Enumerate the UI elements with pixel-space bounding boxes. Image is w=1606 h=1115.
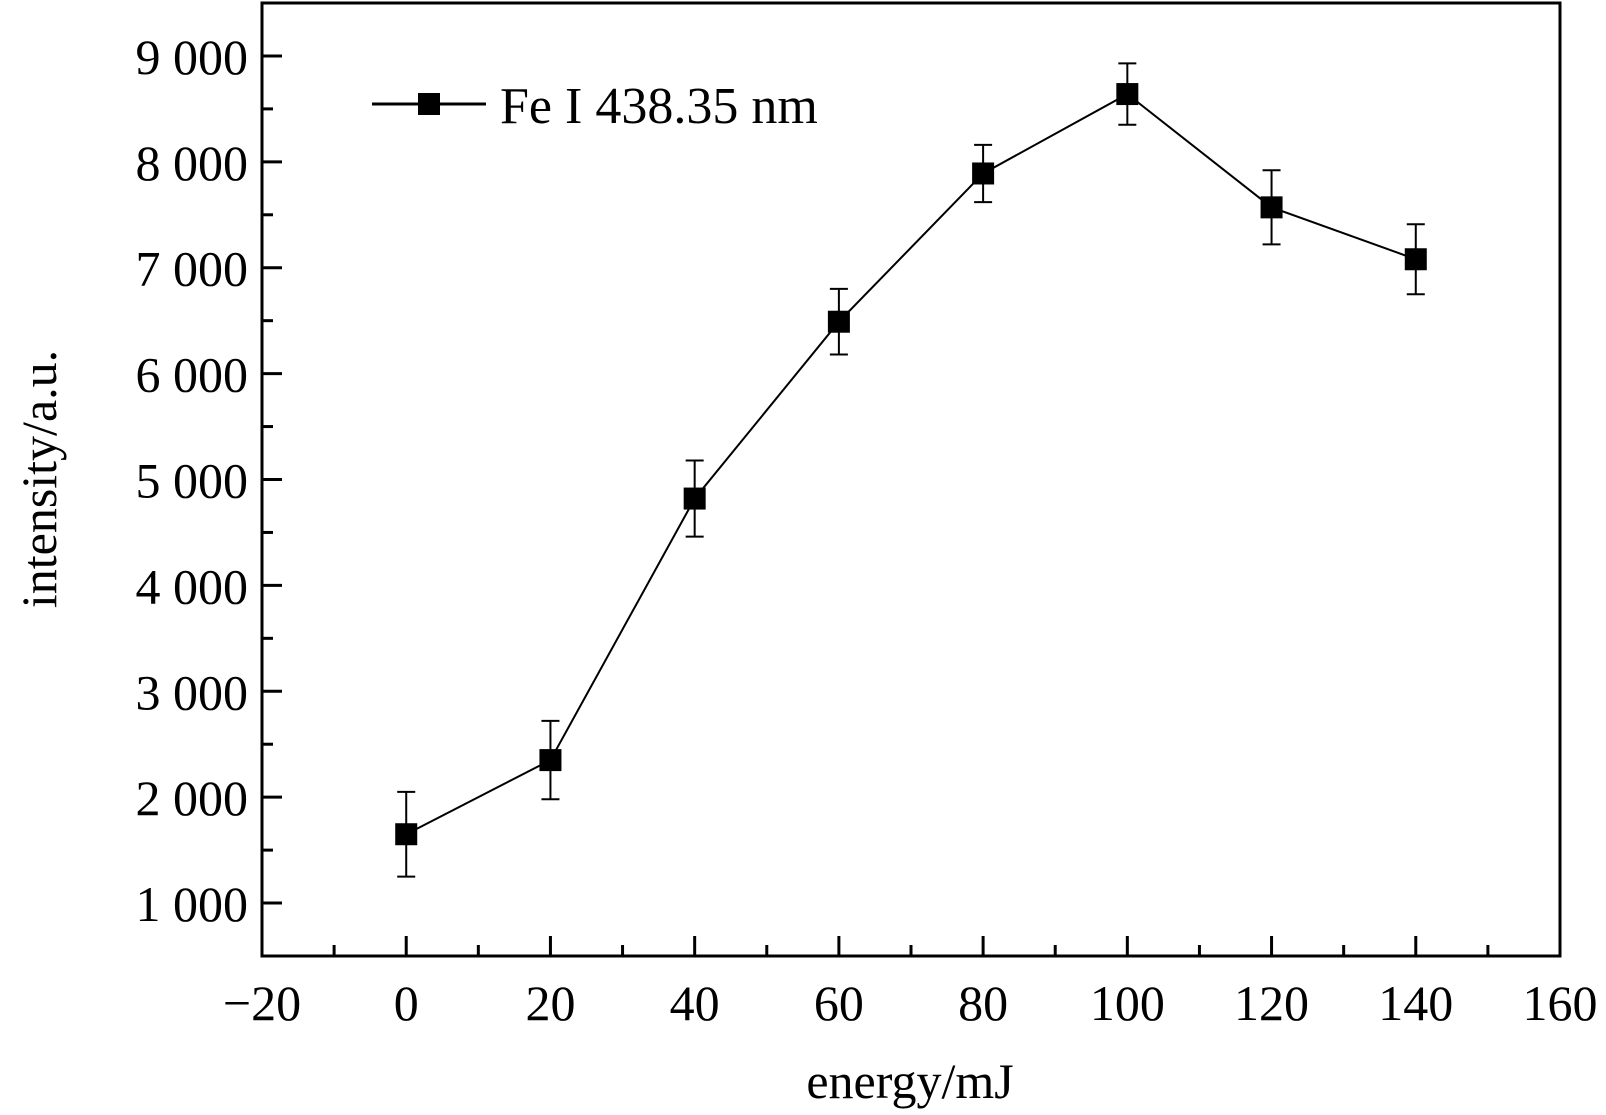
x-tick-label: 0 bbox=[394, 975, 419, 1031]
x-tick-label: 140 bbox=[1378, 975, 1453, 1031]
legend-label: Fe I 438.35 nm bbox=[500, 78, 818, 135]
legend-marker bbox=[418, 93, 440, 115]
data-point bbox=[1260, 196, 1283, 219]
data-point bbox=[972, 162, 995, 185]
y-tick-label: 2 000 bbox=[136, 770, 249, 826]
legend: Fe I 438.35 nm bbox=[372, 78, 818, 135]
y-tick-label: 7 000 bbox=[136, 241, 249, 297]
y-tick-label: 9 000 bbox=[136, 29, 249, 85]
data-point bbox=[395, 823, 418, 846]
y-tick-label: 8 000 bbox=[136, 135, 249, 191]
x-tick-label: 100 bbox=[1090, 975, 1165, 1031]
plot-frame bbox=[260, 1, 1562, 958]
data-point bbox=[539, 749, 562, 772]
series-line bbox=[405, 92, 1417, 836]
data-point bbox=[683, 487, 706, 510]
x-axis-label: energy/mJ bbox=[806, 1053, 1013, 1109]
x-tick-label: 80 bbox=[958, 975, 1008, 1031]
x-tick-label: 20 bbox=[525, 975, 575, 1031]
y-tick-label: 4 000 bbox=[136, 558, 249, 614]
data-point bbox=[1116, 83, 1139, 106]
y-axis-label: intensity/a.u. bbox=[11, 350, 67, 608]
y-tick-label: 6 000 bbox=[136, 347, 249, 403]
x-tick-label: 60 bbox=[814, 975, 864, 1031]
y-tick-label: 5 000 bbox=[136, 453, 249, 509]
y-tick-label: 1 000 bbox=[136, 876, 249, 932]
x-tick-label: 120 bbox=[1234, 975, 1309, 1031]
x-tick-label: −20 bbox=[223, 975, 301, 1031]
x-tick-label: 40 bbox=[670, 975, 720, 1031]
data-point bbox=[827, 310, 850, 333]
y-tick-label: 3 000 bbox=[136, 664, 249, 720]
x-tick-label: 160 bbox=[1523, 975, 1598, 1031]
data-point bbox=[1404, 248, 1427, 271]
axis-ticks: −20 0 20 40 60 80 100 120 140 160 1 000 2 000 3 000 4… bbox=[136, 1, 1598, 1031]
series-layer bbox=[395, 62, 1427, 878]
